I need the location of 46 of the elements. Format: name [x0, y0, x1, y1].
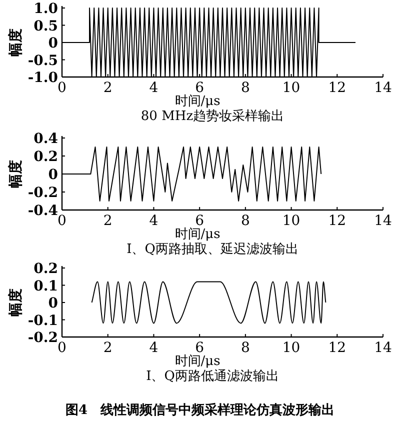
x-tick-label: 12: [328, 213, 346, 229]
text: I、Q两路低通滤波输出: [146, 369, 279, 384]
x-tick-label: 12: [328, 80, 346, 96]
x-tick-label: 4: [149, 340, 158, 356]
x-tick-label: 8: [240, 340, 250, 356]
y-tick-label: 0.5: [34, 18, 58, 34]
y-tick-label: 0: [48, 36, 58, 52]
x-tick-label: 8: [240, 213, 250, 229]
y-tick-label: -0.2: [28, 185, 58, 201]
x-tick-label: 14: [374, 80, 392, 96]
y-tick-label: 0.2: [34, 149, 58, 165]
y-axis-title: 幅度: [7, 288, 24, 316]
x-tick-label: 6: [195, 80, 204, 96]
y-tick-label: -0.2: [28, 330, 58, 346]
x-tick-label: 10: [282, 340, 300, 356]
x-axis-title: 时间/μs: [174, 354, 220, 369]
y-tick-label: 0.2: [34, 261, 58, 277]
x-tick-label: 14: [374, 213, 392, 229]
caption: 图4 线性调频信号中频采样理论仿真波形输出: [65, 402, 335, 418]
x-tick-label: 2: [103, 80, 112, 96]
y-tick-label: -0.1: [28, 312, 58, 329]
x-tick-label: 12: [328, 340, 346, 356]
y-tick-label: -1.0: [28, 70, 58, 86]
x-tick-label: 2: [103, 340, 112, 356]
x-tick-label: 4: [149, 213, 158, 229]
x-tick-label: 14: [374, 340, 392, 356]
x-tick-label: 10: [282, 80, 300, 96]
y-tick-label: 0: [48, 296, 58, 312]
x-axis-title: 时间/μs: [174, 94, 220, 109]
y-tick-label: 0.1: [34, 278, 58, 294]
x-tick-label: 10: [282, 213, 300, 229]
x-tick-label: 6: [195, 213, 204, 229]
text: I、Q两路抽取、延迟滤波输出: [126, 242, 298, 257]
x-tick-label: 6: [195, 340, 204, 356]
y-tick-label: -0.4: [28, 203, 58, 219]
x-tick-label: 2: [103, 213, 112, 229]
text: 80 MHz趋势妆采样输出: [140, 109, 284, 124]
x-axis-title: 时间/μs: [174, 227, 220, 242]
y-tick-label: 0: [48, 167, 58, 183]
x-tick-label: 8: [240, 80, 250, 96]
y-axis-title: 幅度: [7, 160, 24, 188]
y-tick-label: 1.0: [34, 1, 58, 17]
y-axis-title: 幅度: [7, 28, 24, 56]
x-tick-label: 4: [149, 80, 158, 96]
y-tick-label: -0.5: [28, 52, 58, 69]
y-tick-label: 0.4: [34, 131, 58, 147]
